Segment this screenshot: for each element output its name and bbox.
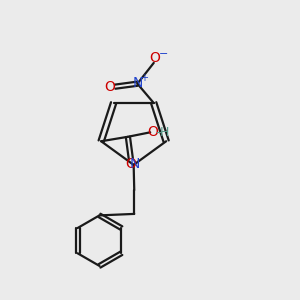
Text: O: O (147, 125, 158, 139)
Text: O: O (125, 158, 136, 171)
Text: H: H (160, 125, 169, 139)
Text: +: + (140, 73, 148, 83)
Text: −: − (159, 49, 168, 59)
Text: O: O (104, 80, 115, 94)
Text: N: N (132, 76, 142, 90)
Text: O: O (149, 51, 160, 65)
Text: N: N (129, 157, 140, 171)
